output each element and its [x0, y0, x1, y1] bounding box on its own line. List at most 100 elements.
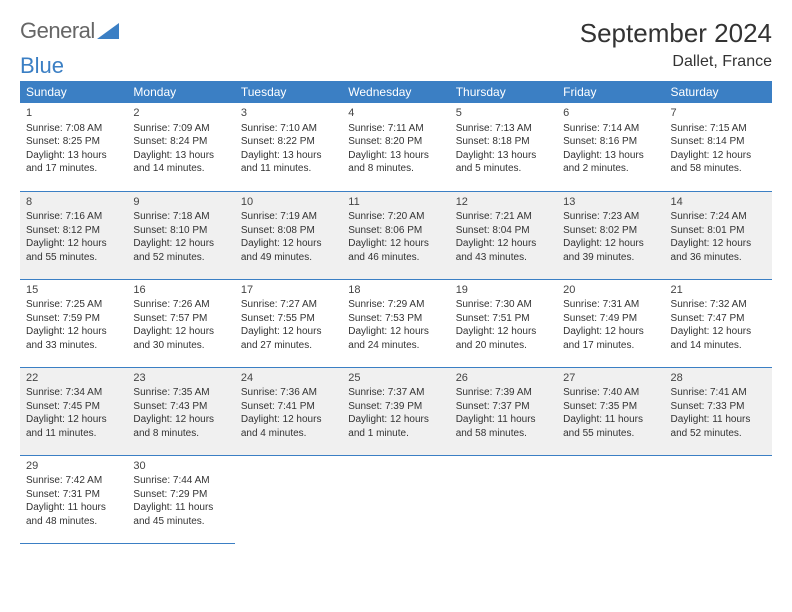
- calendar-cell: 25Sunrise: 7:37 AMSunset: 7:39 PMDayligh…: [342, 367, 449, 455]
- daylight-line: and 17 minutes.: [563, 339, 658, 353]
- day-number: 18: [348, 283, 443, 298]
- day-number: 23: [133, 371, 228, 386]
- day-number: 20: [563, 283, 658, 298]
- daylight-line: and 11 minutes.: [26, 427, 121, 441]
- sunset-line: Sunset: 7:43 PM: [133, 400, 228, 414]
- sunset-line: Sunset: 8:14 PM: [671, 135, 766, 149]
- day-number: 28: [671, 371, 766, 386]
- calendar-cell: 20Sunrise: 7:31 AMSunset: 7:49 PMDayligh…: [557, 279, 664, 367]
- calendar-cell: 30Sunrise: 7:44 AMSunset: 7:29 PMDayligh…: [127, 455, 234, 543]
- day-number: 14: [671, 195, 766, 210]
- sunset-line: Sunset: 8:12 PM: [26, 224, 121, 238]
- calendar-cell: 10Sunrise: 7:19 AMSunset: 8:08 PMDayligh…: [235, 191, 342, 279]
- daylight-line: and 14 minutes.: [133, 162, 228, 176]
- calendar-cell: 15Sunrise: 7:25 AMSunset: 7:59 PMDayligh…: [20, 279, 127, 367]
- calendar-cell: 14Sunrise: 7:24 AMSunset: 8:01 PMDayligh…: [665, 191, 772, 279]
- sunrise-line: Sunrise: 7:42 AM: [26, 474, 121, 488]
- calendar-cell: 12Sunrise: 7:21 AMSunset: 8:04 PMDayligh…: [450, 191, 557, 279]
- daylight-line: and 39 minutes.: [563, 251, 658, 265]
- sunrise-line: Sunrise: 7:21 AM: [456, 210, 551, 224]
- sunset-line: Sunset: 7:35 PM: [563, 400, 658, 414]
- sunrise-line: Sunrise: 7:32 AM: [671, 298, 766, 312]
- day-number: 1: [26, 106, 121, 121]
- sunset-line: Sunset: 7:33 PM: [671, 400, 766, 414]
- day-number: 3: [241, 106, 336, 121]
- sunset-line: Sunset: 8:04 PM: [456, 224, 551, 238]
- daylight-line: and 30 minutes.: [133, 339, 228, 353]
- logo-text-1: General: [20, 18, 95, 44]
- day-number: 12: [456, 195, 551, 210]
- daylight-line: and 52 minutes.: [671, 427, 766, 441]
- daylight-line: Daylight: 13 hours: [26, 149, 121, 163]
- daylight-line: Daylight: 11 hours: [671, 413, 766, 427]
- sunrise-line: Sunrise: 7:08 AM: [26, 122, 121, 136]
- daylight-line: and 33 minutes.: [26, 339, 121, 353]
- calendar-cell: 18Sunrise: 7:29 AMSunset: 7:53 PMDayligh…: [342, 279, 449, 367]
- sunrise-line: Sunrise: 7:14 AM: [563, 122, 658, 136]
- daylight-line: and 52 minutes.: [133, 251, 228, 265]
- sunset-line: Sunset: 8:20 PM: [348, 135, 443, 149]
- sunset-line: Sunset: 8:06 PM: [348, 224, 443, 238]
- daylight-line: Daylight: 12 hours: [133, 325, 228, 339]
- sunrise-line: Sunrise: 7:44 AM: [133, 474, 228, 488]
- sunrise-line: Sunrise: 7:27 AM: [241, 298, 336, 312]
- daylight-line: Daylight: 13 hours: [241, 149, 336, 163]
- daylight-line: and 58 minutes.: [671, 162, 766, 176]
- sunset-line: Sunset: 7:51 PM: [456, 312, 551, 326]
- daylight-line: Daylight: 13 hours: [348, 149, 443, 163]
- sunset-line: Sunset: 7:55 PM: [241, 312, 336, 326]
- calendar-week: 1Sunrise: 7:08 AMSunset: 8:25 PMDaylight…: [20, 103, 772, 191]
- daylight-line: Daylight: 11 hours: [133, 501, 228, 515]
- calendar-cell: 22Sunrise: 7:34 AMSunset: 7:45 PMDayligh…: [20, 367, 127, 455]
- sunset-line: Sunset: 8:24 PM: [133, 135, 228, 149]
- sunset-line: Sunset: 7:47 PM: [671, 312, 766, 326]
- sunset-line: Sunset: 7:41 PM: [241, 400, 336, 414]
- calendar-cell: 21Sunrise: 7:32 AMSunset: 7:47 PMDayligh…: [665, 279, 772, 367]
- day-number: 5: [456, 106, 551, 121]
- daylight-line: and 17 minutes.: [26, 162, 121, 176]
- daylight-line: and 14 minutes.: [671, 339, 766, 353]
- daylight-line: Daylight: 12 hours: [348, 325, 443, 339]
- day-number: 26: [456, 371, 551, 386]
- sunset-line: Sunset: 8:01 PM: [671, 224, 766, 238]
- calendar-cell: 3Sunrise: 7:10 AMSunset: 8:22 PMDaylight…: [235, 103, 342, 191]
- calendar-cell: [665, 455, 772, 543]
- daylight-line: and 1 minute.: [348, 427, 443, 441]
- day-number: 6: [563, 106, 658, 121]
- sunrise-line: Sunrise: 7:41 AM: [671, 386, 766, 400]
- sunset-line: Sunset: 7:59 PM: [26, 312, 121, 326]
- daylight-line: and 5 minutes.: [456, 162, 551, 176]
- sunset-line: Sunset: 7:45 PM: [26, 400, 121, 414]
- day-header-row: Sunday Monday Tuesday Wednesday Thursday…: [20, 81, 772, 103]
- calendar-week: 15Sunrise: 7:25 AMSunset: 7:59 PMDayligh…: [20, 279, 772, 367]
- daylight-line: and 8 minutes.: [133, 427, 228, 441]
- day-number: 25: [348, 371, 443, 386]
- daylight-line: and 58 minutes.: [456, 427, 551, 441]
- sunset-line: Sunset: 7:31 PM: [26, 488, 121, 502]
- col-thursday: Thursday: [450, 81, 557, 103]
- calendar-cell: 23Sunrise: 7:35 AMSunset: 7:43 PMDayligh…: [127, 367, 234, 455]
- daylight-line: Daylight: 12 hours: [26, 413, 121, 427]
- daylight-line: and 11 minutes.: [241, 162, 336, 176]
- sunrise-line: Sunrise: 7:18 AM: [133, 210, 228, 224]
- daylight-line: and 20 minutes.: [456, 339, 551, 353]
- daylight-line: Daylight: 11 hours: [563, 413, 658, 427]
- col-saturday: Saturday: [665, 81, 772, 103]
- sunset-line: Sunset: 8:02 PM: [563, 224, 658, 238]
- daylight-line: and 49 minutes.: [241, 251, 336, 265]
- day-number: 24: [241, 371, 336, 386]
- day-number: 8: [26, 195, 121, 210]
- sunrise-line: Sunrise: 7:29 AM: [348, 298, 443, 312]
- day-number: 9: [133, 195, 228, 210]
- sunset-line: Sunset: 7:29 PM: [133, 488, 228, 502]
- daylight-line: Daylight: 12 hours: [671, 237, 766, 251]
- sunrise-line: Sunrise: 7:23 AM: [563, 210, 658, 224]
- day-number: 27: [563, 371, 658, 386]
- col-wednesday: Wednesday: [342, 81, 449, 103]
- day-number: 17: [241, 283, 336, 298]
- sunrise-line: Sunrise: 7:34 AM: [26, 386, 121, 400]
- calendar-cell: 9Sunrise: 7:18 AMSunset: 8:10 PMDaylight…: [127, 191, 234, 279]
- daylight-line: Daylight: 12 hours: [26, 325, 121, 339]
- calendar-cell: 29Sunrise: 7:42 AMSunset: 7:31 PMDayligh…: [20, 455, 127, 543]
- col-friday: Friday: [557, 81, 664, 103]
